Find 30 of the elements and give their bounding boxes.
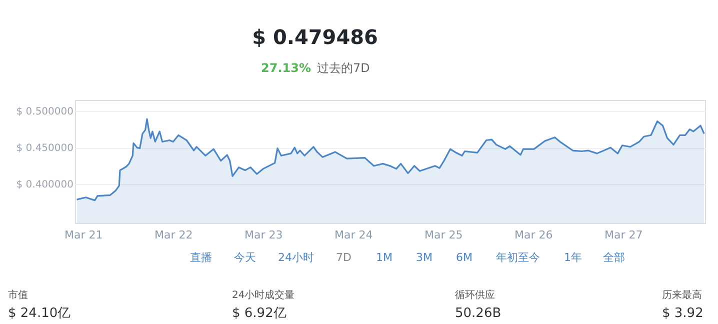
text: 市值	[8, 289, 28, 301]
chart-title: $ 0.479486	[252, 25, 378, 49]
text: 今天	[234, 251, 256, 264]
text: 7D	[336, 251, 352, 264]
x-tick-label: Mar 25	[424, 228, 463, 242]
text: 6M	[456, 251, 472, 264]
text: $ 24.10亿	[8, 306, 71, 321]
chart-subtitle: 27.13% 过去的7D	[261, 61, 370, 75]
x-tick-label: Mar 27	[604, 228, 643, 242]
text: 1年	[564, 251, 582, 264]
text: 直播	[190, 251, 212, 264]
text: 年初至今	[496, 251, 540, 264]
text: 50.26B	[455, 306, 502, 321]
x-tick-label: Mar 22	[154, 228, 193, 242]
text: 循环供应	[455, 289, 495, 301]
text: 全部	[603, 251, 625, 264]
text: 历来最高	[662, 289, 702, 301]
text: $ 3.92	[662, 306, 704, 321]
x-tick-label: Mar 23	[244, 228, 283, 242]
text: 24小时成交量	[232, 289, 295, 301]
x-tick-label: Mar 26	[514, 228, 553, 242]
y-tick-label: $ 0.450000	[16, 143, 74, 154]
text: 3M	[416, 251, 432, 264]
x-tick-label: Mar 24	[334, 228, 373, 242]
text: 1M	[376, 251, 392, 264]
x-tick-label: Mar 21	[64, 228, 103, 242]
y-tick-label: $ 0.500000	[16, 106, 74, 118]
y-tick-label: $ 0.400000	[16, 180, 74, 191]
text: $ 6.92亿	[232, 306, 286, 321]
text: 24小时	[278, 251, 314, 264]
